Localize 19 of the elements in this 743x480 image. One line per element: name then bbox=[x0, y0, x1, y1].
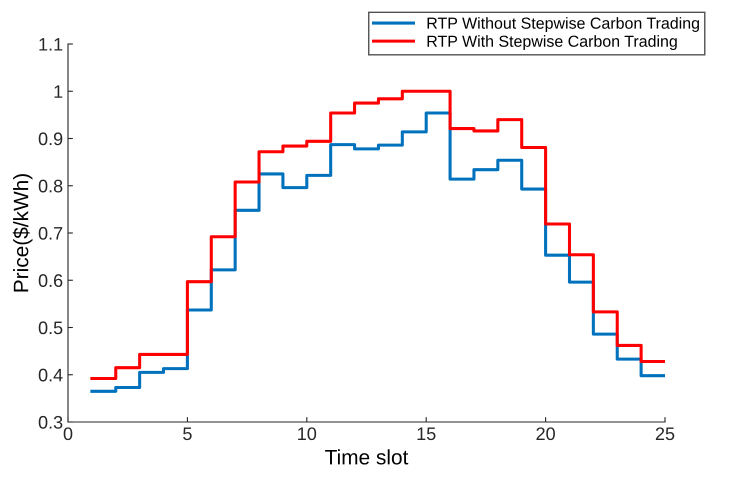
x-tick-label: 20 bbox=[536, 427, 555, 440]
y-tick-label: 0.5 bbox=[38, 321, 62, 334]
x-tick-label: 0 bbox=[64, 427, 72, 440]
y-tick-label: 0.4 bbox=[38, 368, 63, 382]
y-tick-label: 1 bbox=[54, 85, 62, 98]
y-tick-label: 0.9 bbox=[38, 132, 62, 146]
y-tick-label: 1.1 bbox=[39, 38, 62, 51]
x-axis-title: Time slot bbox=[325, 449, 408, 465]
x-tick-label: 5 bbox=[183, 428, 192, 440]
legend-label: RTP With Stepwise Carbon Trading bbox=[428, 35, 677, 50]
y-axis-title: Price($/kWh) bbox=[12, 174, 32, 292]
legend-label: RTP Without Stepwise Carbon Trading bbox=[428, 17, 699, 32]
x-tick-label: 10 bbox=[298, 427, 316, 440]
y-tick-label: 0.8 bbox=[38, 180, 62, 192]
x-tick-label: 25 bbox=[656, 427, 674, 440]
y-tick-label: 0.6 bbox=[38, 274, 62, 287]
y-tick-label: 0.3 bbox=[38, 416, 62, 429]
x-tick-label: 15 bbox=[418, 428, 436, 440]
y-tick-label: 0.7 bbox=[38, 226, 62, 240]
